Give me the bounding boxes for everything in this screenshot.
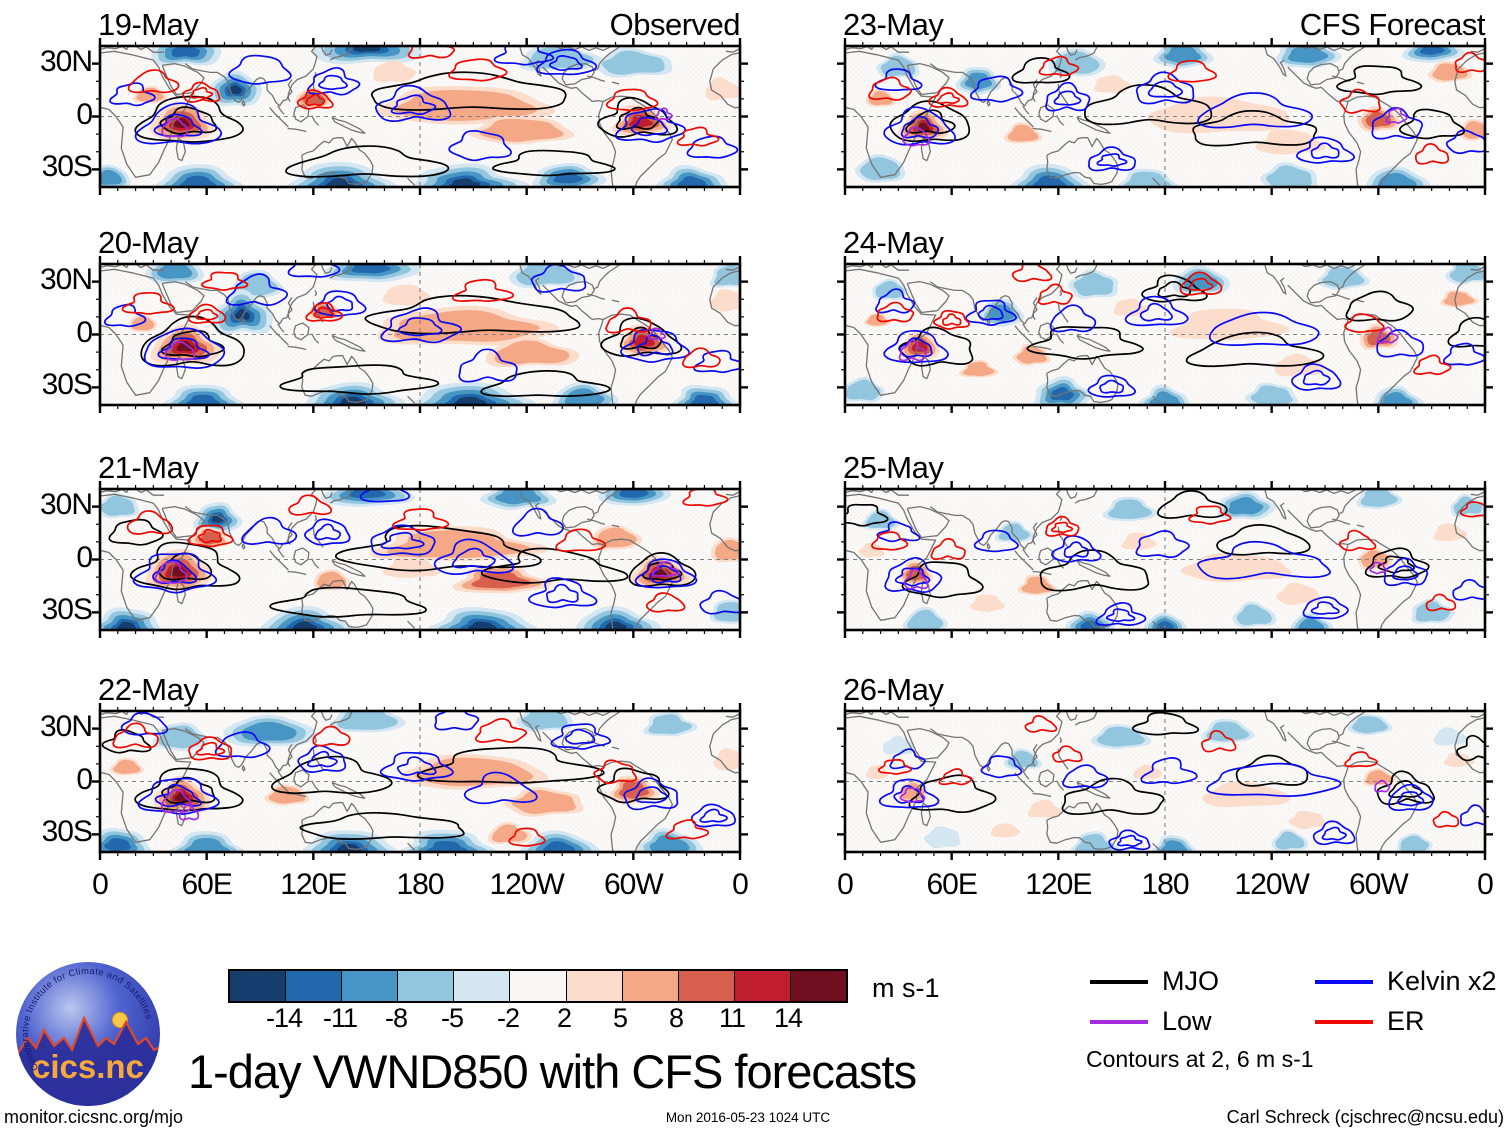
colorbar-tick-label: -11 [322,1003,358,1033]
y-axis-label: 0 [76,97,93,131]
map-panel-21-may: 21-May 30N 0 30S [40,450,748,638]
mountains-silhouette [16,1018,160,1106]
y-axis-label: 30S [41,815,93,849]
colorbar-swatch [790,971,847,1001]
map-panel-19-may: 19-May Observed 30N 0 30S [40,7,748,195]
x-axis-tick-label: 180 [1141,868,1189,901]
legend-label: Kelvin x2 [1387,966,1497,996]
x-axis-tick-label: 0 [92,868,109,901]
panel-date-label: 21-May [98,450,199,485]
legend-label: MJO [1162,966,1219,996]
colorbar-swatch [510,971,567,1001]
map-panel-24-may: 24-May [837,225,1493,413]
colorbar-tick-label: -8 [384,1003,408,1033]
map-plot-19-may [92,38,748,195]
map-plot-20-may [92,256,748,413]
x-axis-tick-label: 180 [396,868,444,901]
panel-date-label: 19-May [98,7,199,42]
colorbar-tick-label: 8 [668,1003,684,1033]
y-axis-label: 30N [39,44,93,78]
logo-wordmark: cics.nc [32,1048,144,1085]
y-axis-label: 30N [39,709,93,743]
x-axis-tick-label: 60W [1348,868,1409,901]
colorbar-tick-label: 2 [556,1003,572,1033]
colorbar-swatch [678,971,735,1001]
legend-label: ER [1387,1006,1425,1036]
panel-date-label: 20-May [98,225,199,260]
y-axis-label: 30S [41,593,93,627]
y-axis-label: 0 [76,315,93,349]
colorbar-swatch [454,971,511,1001]
colorbar-swatch [342,971,399,1001]
column-heading-forecast: CFS Forecast [1299,7,1486,42]
map-plot-25-may [837,481,1493,638]
y-axis-label: 0 [76,540,93,574]
x-axis-labels: 0 60E 120E 180 120W 60W 0 [837,868,1494,906]
map-panel-23-may: 23-May CFS Forecast [837,7,1493,195]
x-axis-tick-label: 120W [1234,868,1309,901]
x-axis-tick-label: 120E [280,868,347,901]
x-axis-tick-label: 60E [181,868,232,901]
cicsnc-logo: cics.nc Cooperative Institute for Climat… [14,960,162,1108]
map-plot-23-may [837,38,1493,195]
colorbar-tick-label: 5 [612,1003,628,1033]
colorbar-tick-label: 11 [718,1003,746,1033]
contour-legend: MJO Kelvin x2 Low ER [1090,966,1510,1042]
legend-line-swatch [1090,980,1148,984]
y-axis-label: 30S [41,150,93,184]
colorbar-swatch [734,971,791,1001]
map-panel-25-may: 25-May [837,450,1493,638]
footer-timestamp: Mon 2016-05-23 1024 UTC [665,1110,831,1125]
cicsnc-logo-graphic: cics.nc Cooperative Institute for Climat… [16,962,160,1106]
contour-levels-note: Contours at 2, 6 m s-1 [1086,1046,1314,1072]
x-axis-tick-label: 0 [837,868,854,901]
footer-credit: Carl Schreck (cjschrec@ncsu.edu) [1226,1107,1504,1127]
panel-date-label: 25-May [843,450,944,485]
legend-line-swatch [1090,1020,1148,1024]
x-axis-tick-label: 60E [926,868,977,901]
panel-date-label: 23-May [843,7,944,42]
x-axis-tick-label: 60W [603,868,664,901]
colorbar-tick-label: -14 [265,1003,303,1033]
figure-title: 1-day VWND850 with CFS forecasts [188,1045,917,1098]
map-plot-21-may [92,481,748,638]
mountain-ridge-line [16,1015,160,1057]
x-axis-tick-label: 0 [1477,868,1494,901]
colorbar [228,969,848,1003]
panel-date-label: 22-May [98,672,199,707]
colorbar-tick-label: -5 [440,1003,464,1033]
map-plot-22-may [92,703,748,860]
legend-line-swatch [1315,980,1373,984]
y-axis-label: 30N [39,487,93,521]
panel-date-label: 26-May [843,672,944,707]
x-axis-tick-label: 120W [489,868,564,901]
map-plot-26-may [837,703,1493,860]
map-plot-24-may [837,256,1493,413]
x-axis-tick-label: 120E [1025,868,1092,901]
sun-icon [112,1012,128,1028]
colorbar-swatch [566,971,623,1001]
y-axis-label: 0 [76,762,93,796]
legend-line-swatch [1315,1020,1373,1024]
legend-label: Low [1162,1006,1212,1036]
footer-url: monitor.cicsnc.org/mjo [4,1107,184,1127]
map-panel-20-may: 20-May 30N 0 30S [40,225,748,413]
y-axis-label: 30N [39,262,93,296]
colorbar-swatch [230,971,287,1001]
colorbar-swatch [286,971,343,1001]
map-panel-22-may: 22-May 30N 0 30S [40,672,748,860]
x-axis-labels: 0 60E 120E 180 120W 60W 0 [92,868,749,906]
x-axis-tick-label: 0 [732,868,749,901]
y-axis-label: 30S [41,368,93,402]
map-panel-26-may: 26-May [837,672,1493,860]
column-heading-observed: Observed [609,7,741,42]
colorbar-tick-label: 14 [773,1003,803,1033]
colorbar-swatch [398,971,455,1001]
colorbar-unit-label: m s-1 [872,973,940,1003]
colorbar-tick-label: -2 [496,1003,520,1033]
colorbar-swatch [622,971,679,1001]
panel-date-label: 24-May [843,225,944,260]
